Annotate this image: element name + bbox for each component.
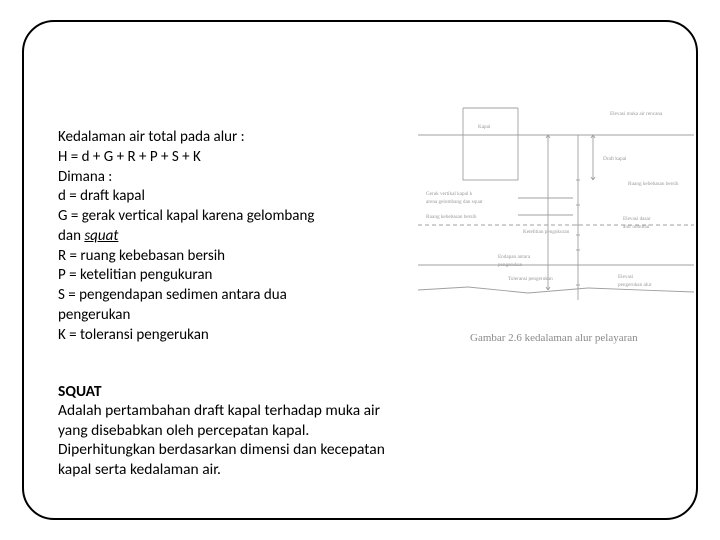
italic-word: squat (84, 227, 118, 245)
diagram-svg: Elevasi muka air rencana Kapal Draft kapal… (418, 100, 694, 325)
svg-text:Ruang kebebasan bersih: Ruang kebebasan bersih (628, 181, 679, 187)
text-line: dan squat (58, 227, 388, 246)
svg-text:Toleransi pengerukan: Toleransi pengerukan (508, 276, 553, 282)
text-line: Kedalaman air total pada alur : (58, 128, 388, 147)
diagram-caption: Gambar 2.6 kedalaman alur pelayaran (470, 332, 638, 344)
svg-text:Ruang kebebasan bersih: Ruang kebebasan bersih (426, 214, 477, 220)
squat-line: Diperhitungkan berdasarkan dimensi dan k… (58, 440, 458, 459)
svg-text:Elevasi muka air rencana: Elevasi muka air rencana (610, 111, 663, 117)
svg-text:pengerukan alur: pengerukan alur (618, 282, 652, 288)
svg-text:Ketelitian pengukuran: Ketelitian pengukuran (523, 229, 570, 235)
formula-line: H = d + G + R + P + S + K (58, 148, 388, 167)
text-line: Dimana : (58, 168, 388, 187)
text-line: S = pengendapan sedimen antara dua (58, 286, 388, 305)
squat-line: yang disebabkan oleh percepatan kapal. (58, 421, 458, 440)
text-line: d = draft kapal (58, 187, 388, 206)
svg-text:arena gelombang dan squat: arena gelombang dan squat (426, 199, 483, 205)
text-line: R = ruang kebebasan bersih (58, 247, 388, 266)
svg-text:Elevasi dasar: Elevasi dasar (623, 216, 651, 222)
squat-line: kapal serta kedalaman air. (58, 460, 458, 479)
svg-text:Draft kapal: Draft kapal (603, 155, 627, 162)
text-line: G = gerak vertical kapal karena gelomban… (58, 207, 388, 226)
squat-line: Adalah pertambahan draft kapal terhadap … (58, 401, 458, 420)
definition-block: Kedalaman air total pada alur : H = d + … (58, 128, 388, 345)
squat-block: SQUAT Adalah pertambahan draft kapal ter… (58, 382, 458, 479)
depth-diagram: Elevasi muka air rencana Kapal Draft kapal… (418, 100, 694, 325)
svg-text:Gerak vertikal kapal k: Gerak vertikal kapal k (426, 191, 473, 197)
text-line: K = toleransi pengerukan (58, 326, 388, 345)
text-line: P = ketelitian pengukuran (58, 266, 388, 285)
text-line: pengerukan (58, 306, 388, 325)
svg-text:Kapal: Kapal (478, 124, 491, 130)
text-prefix: dan (58, 227, 84, 245)
svg-text:Elevasi: Elevasi (618, 274, 634, 280)
svg-text:alur nominal: alur nominal (623, 224, 650, 230)
squat-title: SQUAT (58, 382, 458, 401)
svg-text:Endapan antara: Endapan antara (498, 254, 531, 260)
